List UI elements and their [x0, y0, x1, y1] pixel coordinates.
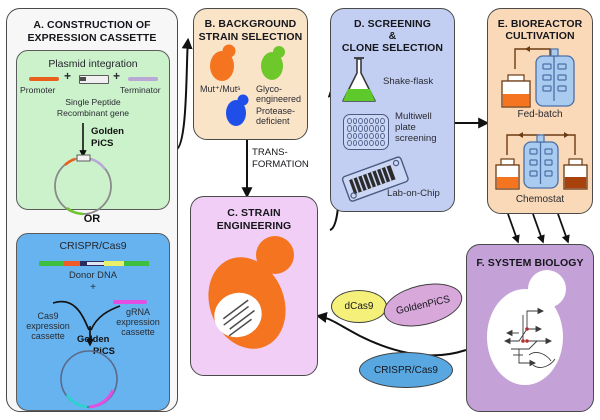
donor-dna-bar [39, 261, 150, 266]
plasmid-circle-icon [54, 154, 112, 216]
panel-d-title-line3: CLONE SELECTION [341, 42, 444, 54]
panel-e-title-line2: CULTIVATION [505, 30, 575, 42]
cas9-cassette-label-line1: Cas9 [37, 311, 59, 321]
multiwell-label-line1: Multiwell [395, 111, 432, 122]
promoter-label: Promoter [20, 85, 56, 95]
fed-batch-icon [501, 46, 575, 108]
engineered-yeast-icon [208, 236, 294, 349]
terminator-bar [128, 77, 158, 81]
arrow-a-to-b [174, 37, 193, 151]
panel-c-title-line2: ENGINEERING [216, 220, 292, 232]
plus-sign-1: + [64, 69, 72, 83]
panel-d-screening[interactable]: D. SCREENING & CLONE SELECTION Shake-fla… [330, 8, 455, 212]
subpanel-crispr-cas9[interactable]: CRISPR/Cas9 Donor DNA + Cas9 expres [16, 233, 170, 411]
plasmid-assembly-arrow [79, 123, 87, 158]
yeast-icon-protease [226, 94, 249, 126]
crispr-golden-pics-line2: PiCS [93, 345, 115, 356]
panel-a-title-line2: EXPRESSION CASSETTE [27, 32, 157, 44]
grna-cassette-label-line2: expression [116, 317, 160, 327]
shake-flask-label: Shake-flask [383, 76, 434, 87]
transformation-label: TRANS- FORMATION [252, 147, 309, 170]
panel-c-title-line1: C. STRAIN [227, 207, 281, 219]
strain-label-protease-line2: deficient [256, 116, 290, 126]
panel-a-construction[interactable]: A. CONSTRUCTION OF EXPRESSION CASSETTE P… [6, 8, 178, 412]
panel-e-bioreactor[interactable]: E. BIOREACTOR CULTIVATION Fed-b [487, 8, 593, 214]
crispr-cas9-title: CRISPR/Cas9 [59, 240, 127, 252]
plus-sign-2: + [113, 69, 121, 83]
strain-label-glyco-line1: Glyco- [256, 84, 283, 94]
signal-peptide-bar [79, 75, 109, 84]
transformation-label-line1: TRANS- [252, 147, 288, 158]
chemostat-icon [495, 132, 588, 190]
tool-label-crispr-cas9: CRISPR/Cas9 [374, 364, 438, 376]
cas9-cassette-label-line2: expression [26, 321, 70, 331]
chemostat-label: Chemostat [515, 194, 565, 205]
plasmid-integration-title: Plasmid integration [48, 58, 138, 70]
transformation-label-line2: FORMATION [252, 158, 309, 170]
grna-bar [113, 300, 147, 304]
crispr-plasmid-circle-icon [60, 350, 118, 409]
panel-d-title-line1: D. SCREENING [353, 18, 432, 30]
strain-label-protease-line1: Protease- [256, 106, 296, 116]
system-biology-cell-icon [487, 270, 566, 385]
or-separator-label: OR [83, 213, 101, 225]
signal-peptide-cap [80, 77, 86, 81]
panel-c-strain-engineering[interactable]: C. STRAIN ENGINEERING [190, 196, 318, 376]
lab-on-chip-icon [341, 156, 409, 202]
arrow-e-to-f-1 [507, 213, 520, 244]
golden-pics-label-line1: Golden [91, 126, 125, 137]
panel-d-title-line2: & [388, 30, 397, 42]
flask-icon [342, 57, 376, 102]
tool-label-dcas9: dCas9 [344, 301, 374, 312]
panel-f-system-biology[interactable]: F. SYSTEM BIOLOGY [466, 244, 594, 412]
panel-e-title-line1: E. BIOREACTOR [497, 18, 583, 30]
arrow-e-to-f-2 [532, 213, 545, 244]
panel-b-title-line1: B. BACKGROUND [204, 18, 297, 30]
tool-ellipse-crispr-cas9[interactable]: CRISPR/Cas9 [359, 352, 453, 388]
donor-dna-label: Donor DNA [69, 269, 117, 280]
arrow-f-to-c [315, 312, 467, 357]
fed-batch-label: Fed-batch [517, 109, 563, 120]
yeast-icon-mut [210, 44, 236, 81]
recombinant-gene-label: Recombinant gene [56, 108, 130, 118]
panel-b-background-strain[interactable]: B. BACKGROUND STRAIN SELECTION Mut⁺/Mutˢ… [193, 8, 308, 140]
golden-pics-label-line2: PiCS [91, 138, 114, 149]
yeast-icon-glyco [261, 46, 285, 80]
promoter-bar [29, 77, 59, 81]
multiwell-label-line3: screening [395, 133, 437, 144]
multiwell-plate-icon [343, 114, 389, 150]
terminator-label: Terminator [120, 85, 161, 95]
crispr-golden-pics-line1: Golden [77, 333, 110, 344]
crispr-assembly-arrow [52, 300, 121, 347]
signal-peptide-label: Single Peptide [65, 97, 121, 107]
panel-a-title-line1: A. CONSTRUCTION OF [33, 19, 151, 31]
cas9-cassette-label-line3: cassette [31, 331, 65, 341]
strain-yeast-icons [210, 44, 285, 126]
tool-label-goldenpics: GoldenPiCS [394, 293, 452, 317]
arrow-e-to-f-3 [557, 213, 570, 244]
strain-label-glyco-line2: engineered [256, 94, 302, 104]
crispr-plus-sign: + [90, 282, 96, 293]
grna-cassette-label-line1: gRNA [125, 307, 150, 317]
lab-on-chip-label: Lab-on-Chip [387, 188, 440, 199]
strain-label-mut: Mut⁺/Mutˢ [200, 84, 241, 94]
tool-ellipse-dcas9[interactable]: dCas9 [331, 290, 387, 323]
subpanel-plasmid-integration[interactable]: Plasmid integration + + Promoter Termina… [16, 50, 170, 216]
grna-cassette-label-line3: cassette [121, 327, 155, 337]
panel-b-title-line2: STRAIN SELECTION [198, 31, 303, 43]
multiwell-label-line2: plate [395, 122, 416, 133]
panel-f-title: F. SYSTEM BIOLOGY [476, 257, 584, 269]
